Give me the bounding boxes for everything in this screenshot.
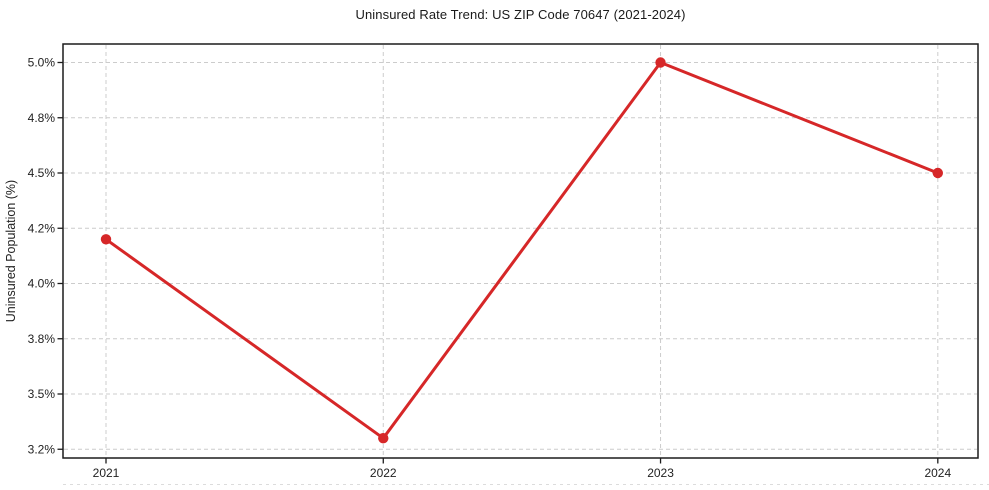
x-tick-label: 2024	[924, 466, 951, 480]
chart-title: Uninsured Rate Trend: US ZIP Code 70647 …	[355, 7, 686, 22]
y-axis-label: Uninsured Population (%)	[4, 179, 18, 323]
y-tick-label: 5.0%	[28, 56, 56, 70]
x-tick-label: 2022	[370, 466, 397, 480]
y-tick-label: 3.5%	[28, 387, 56, 401]
data-point-2022	[378, 433, 389, 444]
x-tick-label: 2023	[647, 466, 674, 480]
data-point-2021	[100, 234, 112, 245]
y-tick-label: 4.5%	[28, 166, 56, 180]
y-tick-label: 3.8%	[28, 332, 56, 346]
y-tick-label: 4.2%	[28, 221, 56, 235]
y-tick-label: 4.0%	[28, 277, 56, 291]
x-tick-label: 2021	[93, 466, 120, 480]
plot-border	[62, 43, 979, 459]
data-point-2023	[655, 57, 666, 68]
y-tick-label: 3.2%	[28, 442, 56, 456]
y-tick-label: 4.8%	[28, 111, 56, 125]
data-point-2024	[932, 167, 944, 179]
trend-line	[104, 61, 940, 440]
